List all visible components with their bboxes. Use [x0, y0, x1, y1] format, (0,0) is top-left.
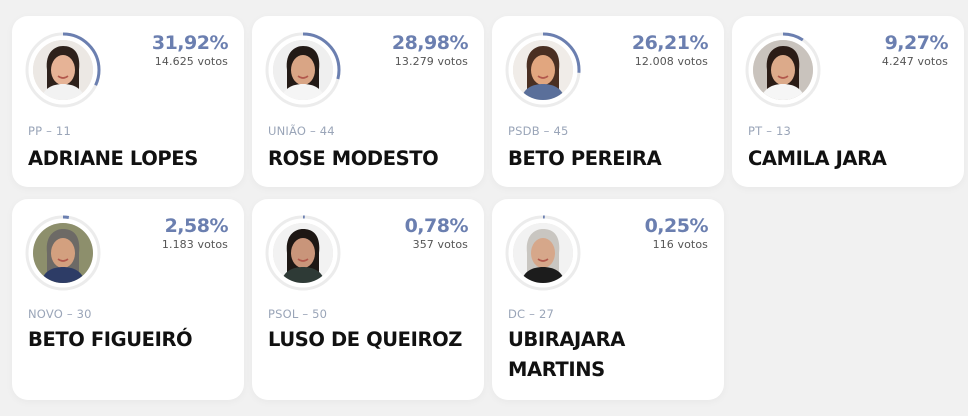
vote-stats: 31,92% 14.625 votos	[151, 31, 229, 68]
party-number: PT – 13	[748, 124, 792, 138]
vote-percentage: 31,92%	[151, 32, 229, 54]
vote-percentage: 0,25%	[644, 215, 709, 237]
vote-count: 14.625 votos	[154, 55, 228, 68]
candidate-photo	[273, 40, 333, 100]
vote-progress-ring	[745, 32, 821, 108]
vote-percentage: 26,21%	[631, 32, 709, 54]
avatar	[24, 31, 102, 109]
candidate-name: LUSO DE QUEIROZ	[268, 328, 462, 351]
party-number: PSDB – 45	[508, 124, 569, 138]
vote-progress-ring	[25, 32, 101, 108]
candidate-photo	[33, 40, 93, 100]
avatar	[504, 214, 582, 292]
vote-count: 357 votos	[412, 238, 468, 251]
vote-stats: 0,78% 357 votos	[404, 214, 469, 251]
candidate-card-7[interactable]: 0,25% 116 votos DC – 27 UBIRAJARA MARTIN…	[492, 199, 724, 400]
avatar	[264, 31, 342, 109]
vote-stats: 28,98% 13.279 votos	[391, 31, 469, 68]
vote-count: 12.008 votos	[634, 55, 708, 68]
vote-progress-ring	[265, 215, 341, 291]
vote-count: 13.279 votos	[394, 55, 468, 68]
person-portrait-icon	[33, 40, 93, 100]
candidate-photo	[513, 223, 573, 283]
vote-stats: 2,58% 1.183 votos	[161, 214, 229, 251]
person-portrait-icon	[33, 223, 93, 283]
candidate-card-1[interactable]: 31,92% 14.625 votos PP – 11 ADRIANE LOPE…	[12, 16, 244, 187]
party-number: DC – 27	[508, 307, 554, 321]
vote-percentage: 2,58%	[164, 215, 229, 237]
candidate-name: BETO FIGUEIRÓ	[28, 328, 193, 351]
party-number: NOVO – 30	[28, 307, 92, 321]
vote-count: 4.247 votos	[881, 55, 948, 68]
avatar	[504, 31, 582, 109]
party-number: UNIÃO – 44	[268, 124, 335, 138]
vote-percentage: 9,27%	[884, 32, 949, 54]
candidate-photo	[753, 40, 813, 100]
vote-percentage: 0,78%	[404, 215, 469, 237]
avatar	[744, 31, 822, 109]
candidate-name: BETO PEREIRA	[508, 147, 662, 170]
candidate-name: UBIRAJARA MARTINS	[508, 328, 625, 381]
candidate-card-2[interactable]: 28,98% 13.279 votos UNIÃO – 44 ROSE MODE…	[252, 16, 484, 187]
vote-progress-ring	[505, 215, 581, 291]
party-number: PP – 11	[28, 124, 71, 138]
candidate-photo	[33, 223, 93, 283]
candidate-card-4[interactable]: 9,27% 4.247 votos PT – 13 CAMILA JARA	[732, 16, 964, 187]
vote-count: 116 votos	[652, 238, 708, 251]
vote-progress-ring	[25, 215, 101, 291]
person-portrait-icon	[753, 40, 813, 100]
person-portrait-icon	[513, 223, 573, 283]
vote-progress-ring	[505, 32, 581, 108]
vote-stats: 0,25% 116 votos	[644, 214, 709, 251]
vote-stats: 9,27% 4.247 votos	[881, 31, 949, 68]
vote-stats: 26,21% 12.008 votos	[631, 31, 709, 68]
avatar	[264, 214, 342, 292]
candidate-photo	[273, 223, 333, 283]
avatar	[24, 214, 102, 292]
candidate-name: ROSE MODESTO	[268, 147, 439, 170]
candidate-card-6[interactable]: 0,78% 357 votos PSOL – 50 LUSO DE QUEIRO…	[252, 199, 484, 400]
person-portrait-icon	[513, 40, 573, 100]
candidate-card-3[interactable]: 26,21% 12.008 votos PSDB – 45 BETO PEREI…	[492, 16, 724, 187]
party-number: PSOL – 50	[268, 307, 328, 321]
candidate-photo	[513, 40, 573, 100]
candidate-name: ADRIANE LOPES	[28, 147, 198, 170]
vote-count: 1.183 votos	[161, 238, 228, 251]
person-portrait-icon	[273, 40, 333, 100]
vote-progress-ring	[265, 32, 341, 108]
candidate-results-grid: 31,92% 14.625 votos PP – 11 ADRIANE LOPE…	[12, 16, 964, 400]
candidate-card-5[interactable]: 2,58% 1.183 votos NOVO – 30 BETO FIGUEIR…	[12, 199, 244, 400]
candidate-name: CAMILA JARA	[748, 147, 887, 170]
vote-percentage: 28,98%	[391, 32, 469, 54]
person-portrait-icon	[273, 223, 333, 283]
